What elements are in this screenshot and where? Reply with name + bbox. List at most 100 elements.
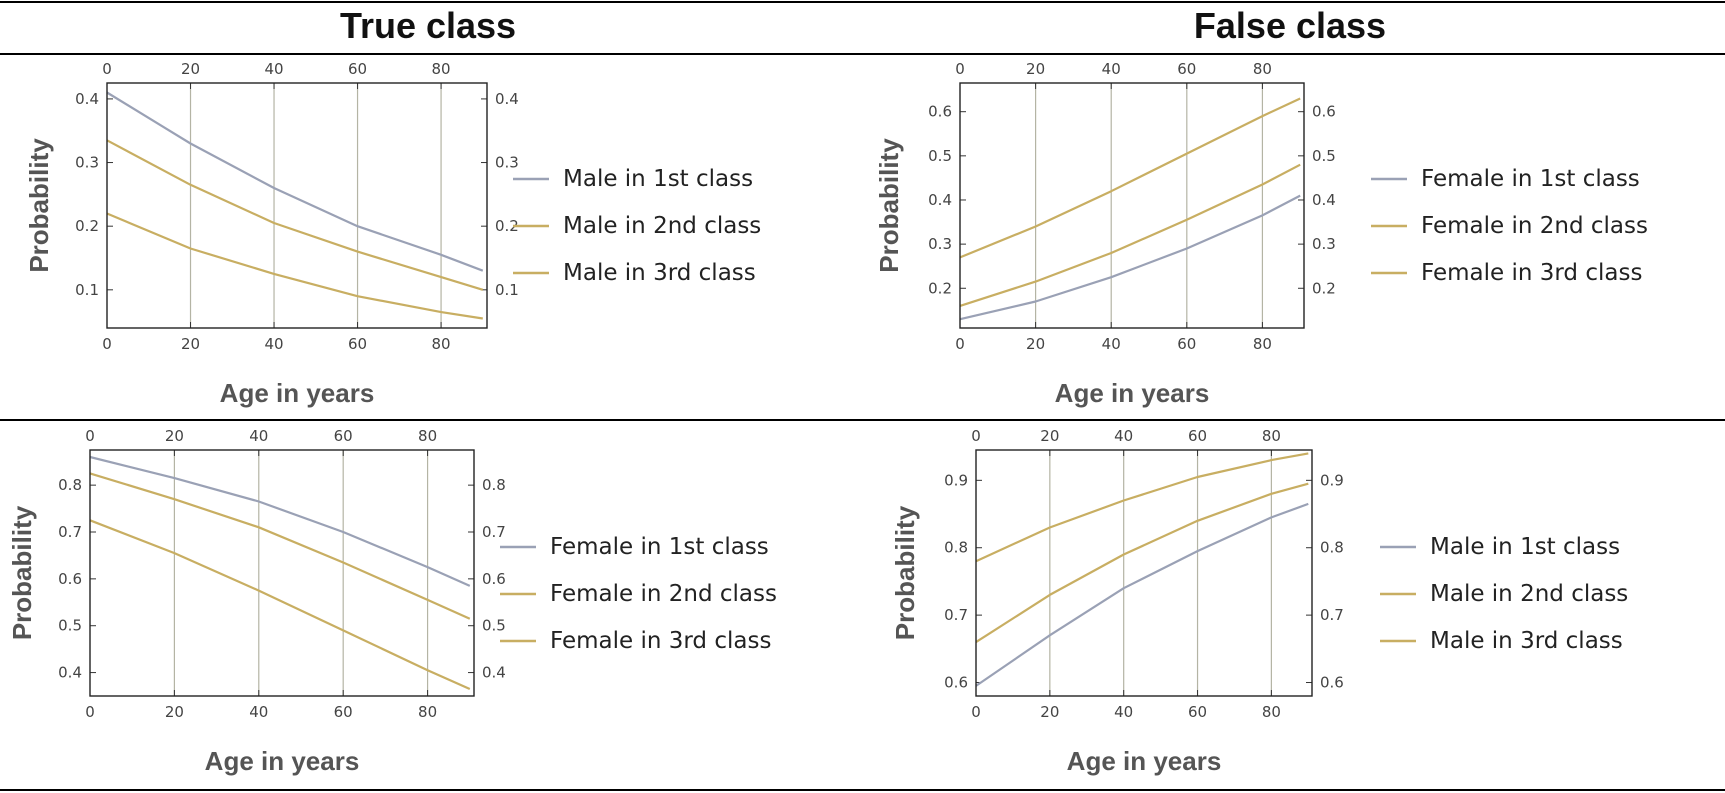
y-tick-label-right: 0.8 bbox=[1320, 539, 1344, 557]
x-tick-label-top: 80 bbox=[1253, 60, 1272, 78]
series-line-2 bbox=[89, 472, 471, 620]
x-tick-label: 20 bbox=[1040, 703, 1059, 721]
y-tick-label-right: 0.8 bbox=[482, 476, 506, 494]
y-tick-label: 0.5 bbox=[58, 617, 82, 635]
plot-frame bbox=[106, 82, 488, 329]
x-tick-label: 20 bbox=[181, 335, 200, 353]
legend-label: Female in 3rd class bbox=[550, 628, 771, 654]
y-tick-label: 0.2 bbox=[928, 279, 952, 297]
x-tick-label: 80 bbox=[432, 335, 451, 353]
y-tick-label-right: 0.7 bbox=[482, 523, 506, 541]
chart-panel-false-class-top: 0 0 20 20 40 40 60 60 80 80 0.2 0.2 0.3 0.3 0.4 0.4 0.5 0… bbox=[874, 60, 1648, 408]
y-tick-label-right: 0.3 bbox=[495, 154, 519, 172]
x-tick-label-top: 80 bbox=[1262, 427, 1281, 445]
y-axis-title: Probability bbox=[890, 505, 920, 640]
x-tick-label: 40 bbox=[1114, 703, 1133, 721]
legend-label: Male in 3rd class bbox=[563, 260, 756, 286]
y-tick-label: 0.2 bbox=[75, 217, 99, 235]
x-tick-label-top: 20 bbox=[1026, 60, 1045, 78]
x-tick-label-top: 0 bbox=[955, 60, 965, 78]
plot-frame bbox=[975, 449, 1313, 697]
y-tick-label: 0.5 bbox=[928, 147, 952, 165]
y-tick-label: 0.3 bbox=[928, 235, 952, 253]
legend-label: Female in 1st class bbox=[1421, 166, 1640, 192]
column-header-true-class: True class bbox=[340, 5, 516, 46]
y-tick-label: 0.6 bbox=[928, 103, 952, 121]
x-axis-title: Age in years bbox=[1067, 746, 1222, 776]
y-tick-label-right: 0.4 bbox=[1312, 191, 1336, 209]
legend-label: Male in 2nd class bbox=[563, 213, 761, 239]
y-tick-label: 0.1 bbox=[75, 281, 99, 299]
y-tick-label-right: 0.5 bbox=[1312, 147, 1336, 165]
series-line-2 bbox=[106, 139, 484, 291]
series-line-3 bbox=[959, 97, 1301, 259]
y-tick-label: 0.6 bbox=[944, 674, 968, 692]
x-tick-label: 60 bbox=[1188, 703, 1207, 721]
x-tick-label: 0 bbox=[971, 703, 981, 721]
y-tick-label: 0.9 bbox=[944, 471, 968, 489]
x-axis-title: Age in years bbox=[205, 746, 360, 776]
legend-label: Male in 3rd class bbox=[1430, 628, 1623, 654]
y-tick-label-right: 0.6 bbox=[482, 570, 506, 588]
y-tick-label-right: 0.6 bbox=[1320, 674, 1344, 692]
x-tick-label-top: 80 bbox=[418, 427, 437, 445]
chart-panel-true-class-bottom: 0 0 20 20 40 40 60 60 80 80 0.4 0.4 0.5 0.5 0.6 0.6 0.7 0… bbox=[7, 427, 777, 776]
y-tick-label-right: 0.5 bbox=[482, 617, 506, 635]
x-tick-label-top: 0 bbox=[971, 427, 981, 445]
x-tick-label: 20 bbox=[1026, 335, 1045, 353]
y-tick-label: 0.4 bbox=[58, 664, 82, 682]
column-header-false-class: False class bbox=[1194, 5, 1386, 46]
y-tick-label: 0.7 bbox=[944, 606, 968, 624]
x-tick-label: 80 bbox=[1262, 703, 1281, 721]
plot-frame bbox=[959, 82, 1305, 329]
x-tick-label-top: 40 bbox=[1114, 427, 1133, 445]
y-axis-title: Probability bbox=[24, 138, 54, 273]
x-tick-label-top: 60 bbox=[348, 60, 367, 78]
x-tick-label-top: 40 bbox=[1102, 60, 1121, 78]
x-tick-label-top: 60 bbox=[1177, 60, 1196, 78]
x-tick-label: 0 bbox=[102, 335, 112, 353]
legend-label: Female in 3rd class bbox=[1421, 260, 1642, 286]
x-axis-title: Age in years bbox=[220, 378, 375, 408]
x-tick-label-top: 40 bbox=[249, 427, 268, 445]
y-tick-label: 0.3 bbox=[75, 154, 99, 172]
y-tick-label: 0.8 bbox=[944, 539, 968, 557]
x-tick-label-top: 0 bbox=[102, 60, 112, 78]
x-tick-label: 40 bbox=[249, 703, 268, 721]
legend-label: Female in 1st class bbox=[550, 534, 769, 560]
y-tick-label: 0.4 bbox=[75, 90, 99, 108]
x-tick-label: 40 bbox=[264, 335, 283, 353]
series-line-1 bbox=[89, 455, 471, 587]
x-tick-label-top: 20 bbox=[181, 60, 200, 78]
x-tick-label: 60 bbox=[348, 335, 367, 353]
series-line-1 bbox=[959, 194, 1301, 321]
legend-label: Female in 2nd class bbox=[1421, 213, 1648, 239]
x-tick-label-top: 20 bbox=[165, 427, 184, 445]
x-tick-label-top: 60 bbox=[334, 427, 353, 445]
x-tick-label-top: 80 bbox=[432, 60, 451, 78]
x-tick-label: 60 bbox=[1177, 335, 1196, 353]
x-tick-label-top: 20 bbox=[1040, 427, 1059, 445]
series-line-2 bbox=[975, 482, 1309, 644]
x-tick-label: 20 bbox=[165, 703, 184, 721]
y-tick-label-right: 0.9 bbox=[1320, 471, 1344, 489]
series-line-1 bbox=[106, 91, 484, 272]
x-tick-label: 0 bbox=[85, 703, 95, 721]
y-tick-label-right: 0.2 bbox=[495, 217, 519, 235]
legend-label: Male in 1st class bbox=[563, 166, 753, 192]
series-line-2 bbox=[959, 163, 1301, 307]
plot-frame bbox=[89, 449, 475, 697]
y-tick-label-right: 0.4 bbox=[495, 90, 519, 108]
chart-panel-true-class-top: 0 0 20 20 40 40 60 60 80 80 0.1 0.1 0.2 0.2 0.3 0.3 0.4 0… bbox=[24, 60, 761, 408]
legend-label: Male in 1st class bbox=[1430, 534, 1620, 560]
x-tick-label-top: 40 bbox=[264, 60, 283, 78]
x-tick-label-top: 0 bbox=[85, 427, 95, 445]
chart-panel-false-class-bottom: 0 0 20 20 40 40 60 60 80 80 0.6 0.6 0.7 0.7 0.8 0.8 0.9 0… bbox=[890, 427, 1628, 776]
y-tick-label-right: 0.4 bbox=[482, 664, 506, 682]
series-line-3 bbox=[106, 212, 483, 320]
y-tick-label: 0.7 bbox=[58, 523, 82, 541]
x-tick-label-top: 60 bbox=[1188, 427, 1207, 445]
series-line-3 bbox=[89, 519, 471, 691]
x-tick-label: 0 bbox=[955, 335, 965, 353]
